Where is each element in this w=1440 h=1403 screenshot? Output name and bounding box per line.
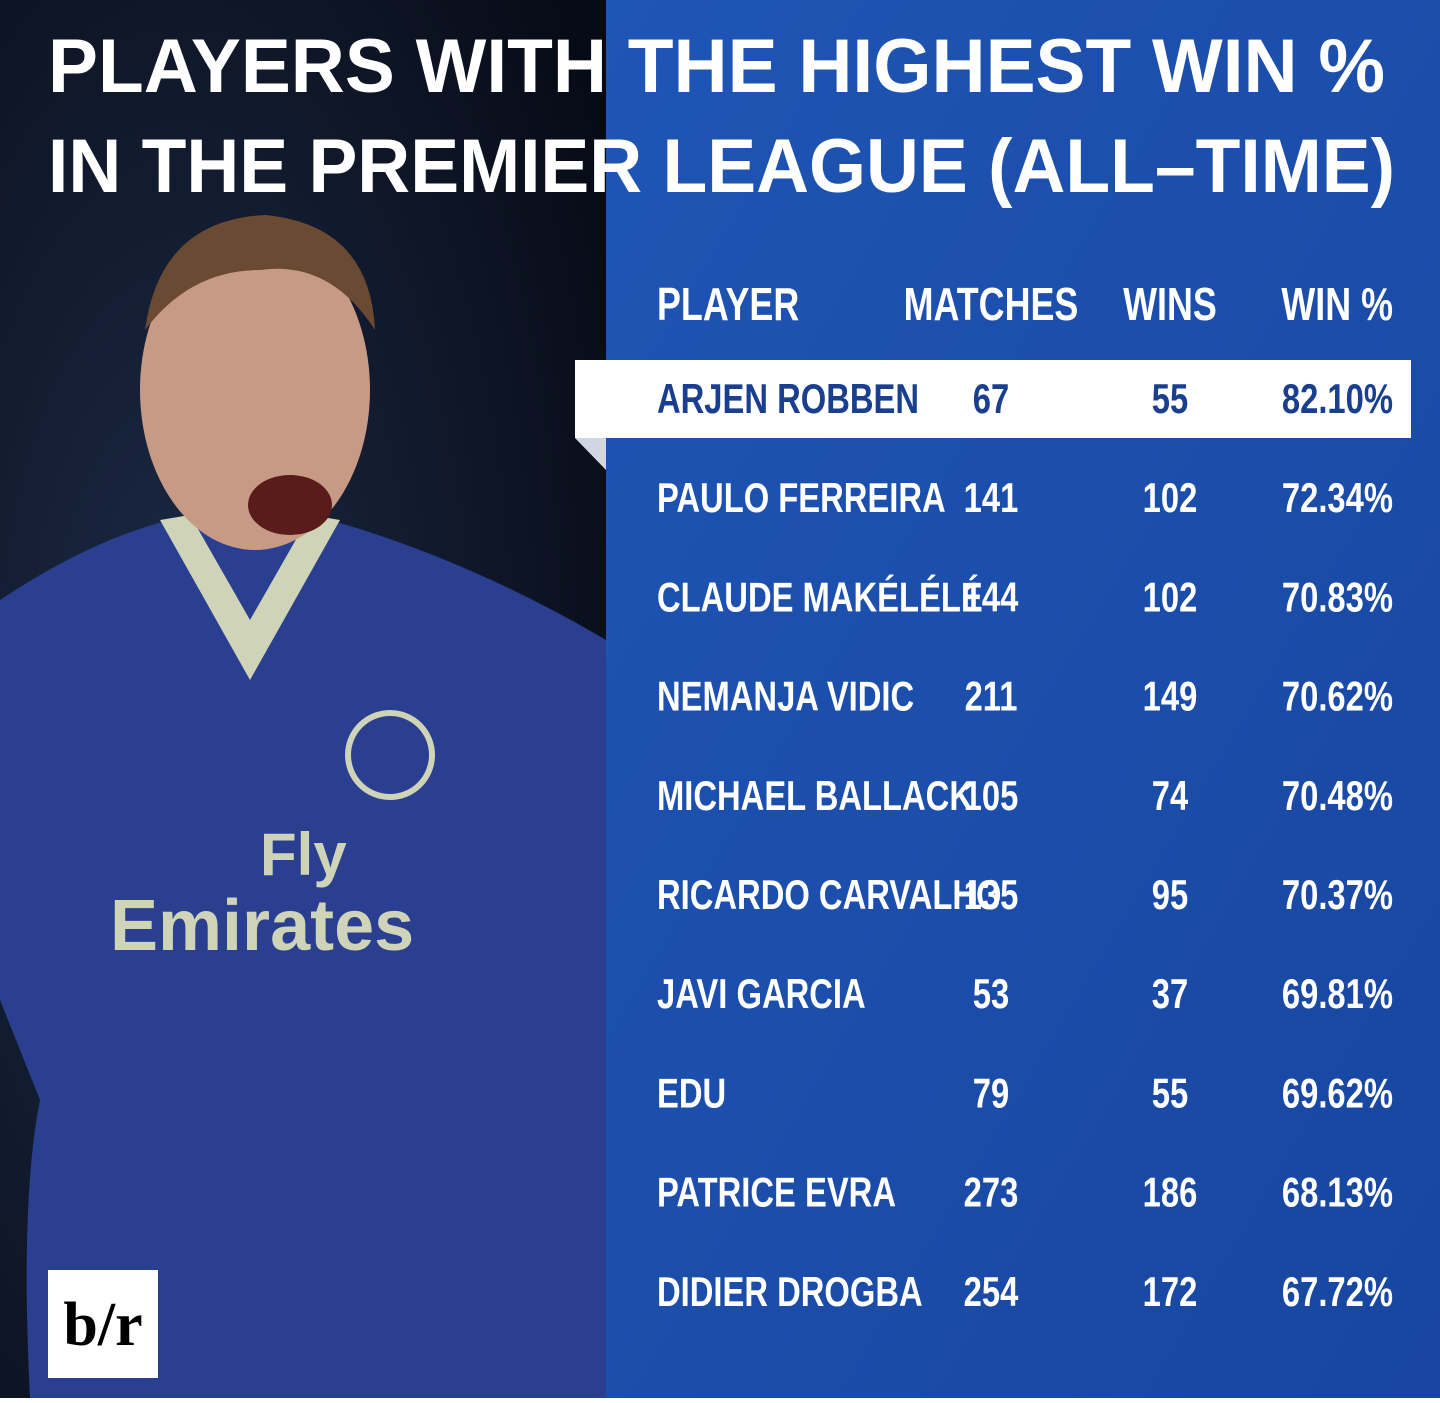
- cell: 69.62%: [1282, 1069, 1393, 1116]
- cell: 68.13%: [1282, 1169, 1393, 1216]
- cell: 70.62%: [1282, 673, 1393, 720]
- cell: 55: [1152, 1069, 1188, 1116]
- cell: 70.83%: [1282, 573, 1393, 620]
- player-name: RICARDO CARVALHO: [657, 871, 1002, 918]
- cell: 102: [1143, 573, 1198, 620]
- column-header: WIN %: [1281, 279, 1393, 330]
- cell: 172: [1143, 1268, 1198, 1315]
- cell: 37: [1152, 970, 1188, 1017]
- svg-text:Fly: Fly: [260, 821, 347, 888]
- cell: 70.37%: [1282, 871, 1393, 918]
- cell: 53: [973, 970, 1009, 1017]
- cell: 254: [964, 1268, 1019, 1315]
- table: PLAYER MATCHES WINS WIN % ARJEN ROBBEN 67 55 82…: [657, 279, 1393, 1315]
- cell: 144: [964, 573, 1019, 620]
- player-name: CLAUDE MAKÉLÉLÉ: [657, 573, 983, 620]
- cell: 72.34%: [1282, 474, 1393, 521]
- cell: 55: [1152, 375, 1188, 422]
- cell: 82.10%: [1282, 375, 1393, 422]
- column-header: PLAYER: [657, 279, 799, 330]
- blue-panel: [606, 0, 1440, 1398]
- cell: 149: [1143, 673, 1198, 720]
- cell: 273: [964, 1169, 1019, 1216]
- highlight-row: [575, 360, 1411, 438]
- player-name: DIDIER DROGBA: [657, 1268, 923, 1315]
- column-header: MATCHES: [904, 279, 1079, 330]
- cell: 135: [964, 871, 1019, 918]
- cell: 67.72%: [1282, 1268, 1393, 1315]
- title-line: PLAYERS WITH THE HIGHEST WIN %: [48, 24, 1385, 109]
- cell: 69.81%: [1282, 970, 1393, 1017]
- cell: 79: [973, 1069, 1009, 1116]
- logo: b/r: [63, 1291, 142, 1359]
- cell: 67: [973, 375, 1009, 422]
- cell: 141: [964, 474, 1019, 521]
- player-name: PAULO FERREIRA: [657, 474, 946, 521]
- player-name: NEMANJA VIDIC: [657, 673, 914, 720]
- player-name: PATRICE EVRA: [657, 1169, 896, 1216]
- column-header: WINS: [1123, 279, 1217, 330]
- player-name: MICHAEL BALLACK: [657, 772, 973, 819]
- logo-box: [48, 1270, 158, 1378]
- title-line: IN THE PREMIER LEAGUE (ALL–TIME): [48, 124, 1395, 209]
- player-name: JAVI GARCIA: [657, 970, 866, 1017]
- player-name: EDU: [657, 1069, 726, 1116]
- player-photo: Fly Emirates: [0, 215, 606, 1398]
- cell: 186: [1143, 1169, 1198, 1216]
- cell: 211: [965, 673, 1018, 720]
- cell: 74: [1152, 772, 1188, 819]
- cell: 95: [1152, 871, 1188, 918]
- player-name: ARJEN ROBBEN: [657, 375, 919, 422]
- cell: 102: [1143, 474, 1198, 521]
- svg-text:Emirates: Emirates: [110, 886, 414, 966]
- ribbon-fold: [575, 438, 606, 470]
- cell: 70.48%: [1282, 772, 1393, 819]
- cell: 105: [964, 772, 1019, 819]
